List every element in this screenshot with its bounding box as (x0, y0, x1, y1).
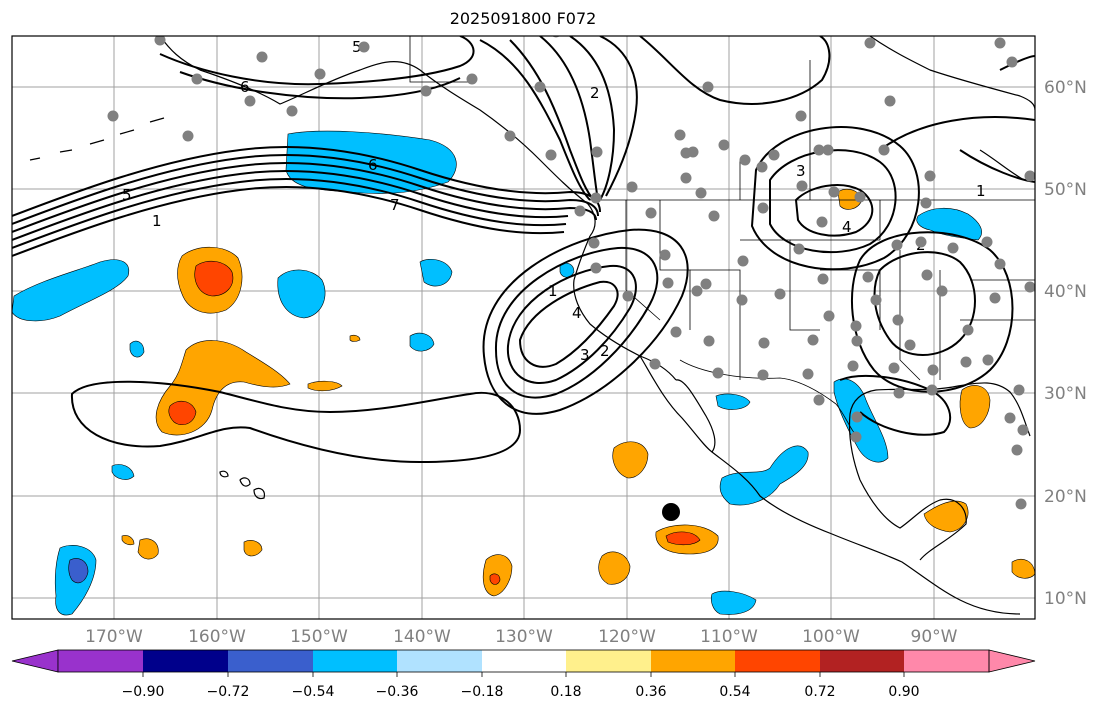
map-frame (11, 35, 1036, 620)
pos-area-pacific-central-core (168, 400, 197, 425)
contour-label: 2 (590, 84, 600, 102)
colorbar-extend-max (988, 649, 1036, 673)
contour-label: 4 (842, 218, 852, 236)
contour-label: 3 (796, 162, 806, 180)
neg-area-small-1 (419, 259, 453, 287)
station-dots (107, 36, 1035, 510)
pos-area-small-a (307, 380, 343, 392)
colorbar: −0.90 −0.72 −0.54 −0.36 −0.18 0.18 0.36 … (11, 649, 1036, 700)
contour-label: 1 (548, 282, 558, 300)
lat-label: 60°N (1044, 78, 1087, 98)
colorbar-tick-label: −0.90 (122, 684, 165, 700)
lat-label: 40°N (1044, 282, 1087, 302)
lat-label: 10°N (1044, 589, 1087, 609)
colorbar-tick-label: 0.54 (719, 684, 750, 700)
lat-labels: 60°N 50°N 40°N 30°N 20°N 10°N (1044, 78, 1087, 609)
neg-area-pacific-mid (277, 269, 326, 319)
pos-area-small-c (137, 538, 159, 560)
pos-area-south-3 (612, 441, 649, 479)
neg-area-great-lakes (916, 207, 982, 241)
neg-area-southwest-core (68, 558, 89, 584)
lon-label: 160°W (188, 627, 246, 647)
contour-label: 6 (368, 156, 378, 174)
colorbar-tick-label: −0.18 (461, 684, 504, 700)
colorbar-extend-min (11, 649, 59, 673)
contour-label: 1 (152, 212, 162, 230)
colorbar-segment (397, 650, 483, 672)
pos-area-pacific-north-core (194, 260, 234, 297)
pos-area-small-e (121, 535, 135, 546)
lon-labels: 170°W 160°W 150°W 140°W 130°W 120°W 110°… (85, 627, 958, 647)
pos-area-small-b (349, 334, 361, 342)
contour-label: 6 (240, 78, 250, 96)
contour-label: 5 (352, 38, 362, 56)
neg-area-pacific-west (12, 259, 130, 322)
colorbar-segment (143, 650, 229, 672)
colorbar-segment (820, 650, 906, 672)
pos-area-small-d (243, 540, 263, 557)
storm-center-marker (662, 503, 680, 521)
lon-label: 130°W (495, 627, 553, 647)
colorbar-segment (904, 650, 990, 672)
lon-label: 150°W (290, 627, 348, 647)
lon-label: 110°W (700, 627, 758, 647)
neg-area-small-2 (409, 332, 435, 352)
colorbar-tick-label: −0.54 (292, 684, 335, 700)
colorbar-segment (313, 650, 399, 672)
pos-area-gulf (959, 385, 991, 429)
colorbar-tick-label: 0.72 (804, 684, 835, 700)
colorbar-tick-label: −0.72 (207, 684, 250, 700)
neg-area-baja (715, 393, 751, 410)
contour-label: 1 (976, 182, 986, 200)
contour-lines (12, 36, 1035, 464)
contour-label: 4 (572, 304, 582, 322)
pos-area-caribbean (923, 500, 969, 533)
lat-label: 30°N (1044, 384, 1087, 404)
pos-area-south-1-core (489, 573, 501, 585)
contour-label: 7 (390, 196, 400, 214)
lon-label: 120°W (598, 627, 656, 647)
colorbar-segment (58, 650, 144, 672)
colorbar-tick-label: 0.36 (635, 684, 666, 700)
pos-area-mexico-coast-core (665, 531, 701, 546)
colorbar-tick-label: 0.18 (550, 684, 581, 700)
neg-area-small-3 (129, 340, 145, 358)
colorbar-segment (566, 650, 652, 672)
neg-area-south (710, 590, 757, 615)
map-title: 2025091800 F072 (449, 9, 597, 28)
colorbar-segment (651, 650, 737, 672)
contour-label: 2 (600, 342, 610, 360)
contour-label: 5 (122, 186, 132, 204)
lon-label: 170°W (85, 627, 143, 647)
lon-label: 100°W (802, 627, 860, 647)
neg-area-small-4 (111, 464, 135, 480)
lat-label: 50°N (1044, 180, 1087, 200)
colorbar-segment (228, 650, 314, 672)
colorbar-tick-label: 0.90 (888, 684, 919, 700)
lat-label: 20°N (1044, 487, 1087, 507)
pos-area-south-2 (598, 551, 631, 585)
colorbar-segment (482, 650, 568, 672)
contour-label: 3 (580, 346, 590, 364)
anomaly-fills (12, 130, 1035, 616)
lon-label: 90°W (911, 627, 958, 647)
lon-label: 140°W (393, 627, 451, 647)
neg-area-mexico (719, 445, 809, 506)
colorbar-tick-label: −0.36 (376, 684, 419, 700)
colorbar-segment (735, 650, 821, 672)
